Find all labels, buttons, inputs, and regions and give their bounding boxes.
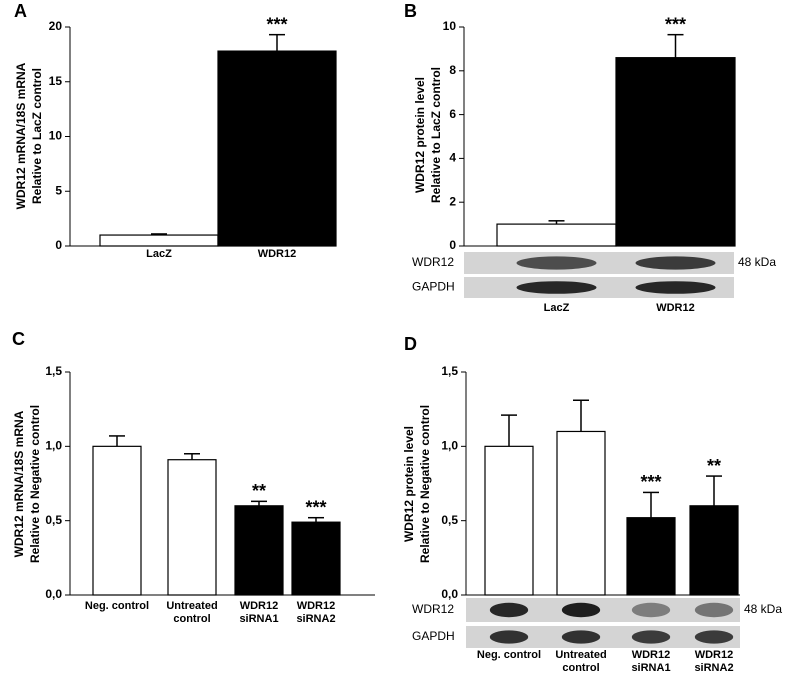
bar [556,430,606,596]
y-tick-label: 0,0 [45,587,62,601]
y-tick-label: 8 [449,63,456,77]
blot-band [561,630,601,644]
x-tick-label: control [173,613,210,625]
y-axis-title: WDR12 mRNA/18S mRNA [12,410,26,557]
x-tick-label: WDR12 [632,649,671,661]
blot-row-label: WDR12 [412,602,454,616]
y-tick-label: 20 [49,19,63,33]
significance: *** [266,14,287,34]
y-tick-label: 0,0 [441,587,458,601]
x-tick-label: Untreated [166,600,217,612]
x-tick-label: siRNA2 [296,613,335,625]
x-tick-label: siRNA1 [631,662,670,674]
bar [626,517,676,596]
bar [496,223,617,247]
x-tick-label: WDR12 [240,600,279,612]
y-tick-label: 1,0 [45,439,62,453]
y-axis-title: WDR12 protein level [402,426,416,542]
y-axis-title: Relative to LacZ control [429,67,443,203]
y-axis-title: Relative to LacZ control [30,68,44,204]
x-tick-label: control [562,662,599,674]
blot-band [516,256,597,270]
panel-letter: C [12,329,25,349]
blot-band [489,602,529,618]
significance: *** [305,497,326,517]
blot-band [631,630,671,644]
significance: *** [640,472,661,492]
blot-marker: 48 kDa [744,602,782,616]
y-axis-title: Relative to Negative control [28,405,42,563]
blot-strip [466,626,740,648]
bar [92,445,142,596]
panel-letter: B [404,1,417,21]
bar [689,505,739,596]
y-tick-label: 15 [49,74,63,88]
blot-band [635,256,716,270]
significance: ** [252,481,266,501]
significance: ** [707,456,721,476]
x-tick-label: WDR12 [656,302,695,314]
y-tick-label: 0 [55,238,62,252]
y-tick-label: 0 [449,238,456,252]
y-tick-label: 5 [55,183,62,197]
y-tick-label: 1,5 [441,364,458,378]
y-tick-label: 10 [443,19,457,33]
y-tick-label: 0,5 [45,513,62,527]
y-tick-label: 4 [449,151,456,165]
y-axis-title: WDR12 mRNA/18S mRNA [14,62,28,209]
x-tick-label: WDR12 [297,600,336,612]
blot-band [635,281,716,294]
bar [234,505,284,596]
x-tick-label: siRNA2 [694,662,733,674]
panel-letter: D [404,334,417,354]
x-tick-label: LacZ [146,248,172,260]
bar [615,57,736,247]
x-tick-label: LacZ [544,302,570,314]
blot-band [516,281,597,294]
x-tick-label: Neg. control [85,600,149,612]
blot-marker: 48 kDa [738,255,776,269]
blot-band [561,602,601,618]
y-axis-title: Relative to Negative control [418,405,432,563]
bar [99,234,219,247]
blot-row-label: GAPDH [412,629,455,643]
y-tick-label: 6 [449,107,456,121]
y-tick-label: 10 [49,129,63,143]
x-tick-label: Untreated [555,649,606,661]
bar [484,445,534,596]
bar [217,50,337,247]
significance: *** [665,14,686,34]
y-tick-label: 1,0 [441,439,458,453]
x-tick-label: Neg. control [477,649,541,661]
x-tick-label: WDR12 [258,248,297,260]
y-tick-label: 0,5 [441,513,458,527]
y-tick-label: 1,5 [45,364,62,378]
blot-band [694,602,734,618]
blot-band [489,630,529,644]
blot-row-label: WDR12 [412,255,454,269]
blot-band [631,602,671,618]
panel-letter: A [14,1,27,21]
blot-row-label: GAPDH [412,280,455,294]
bar [167,459,217,596]
y-axis-title: WDR12 protein level [413,77,427,193]
bar [291,521,341,596]
x-tick-label: WDR12 [695,649,734,661]
y-tick-label: 2 [449,194,456,208]
blot-band [694,630,734,644]
x-tick-label: siRNA1 [239,613,278,625]
